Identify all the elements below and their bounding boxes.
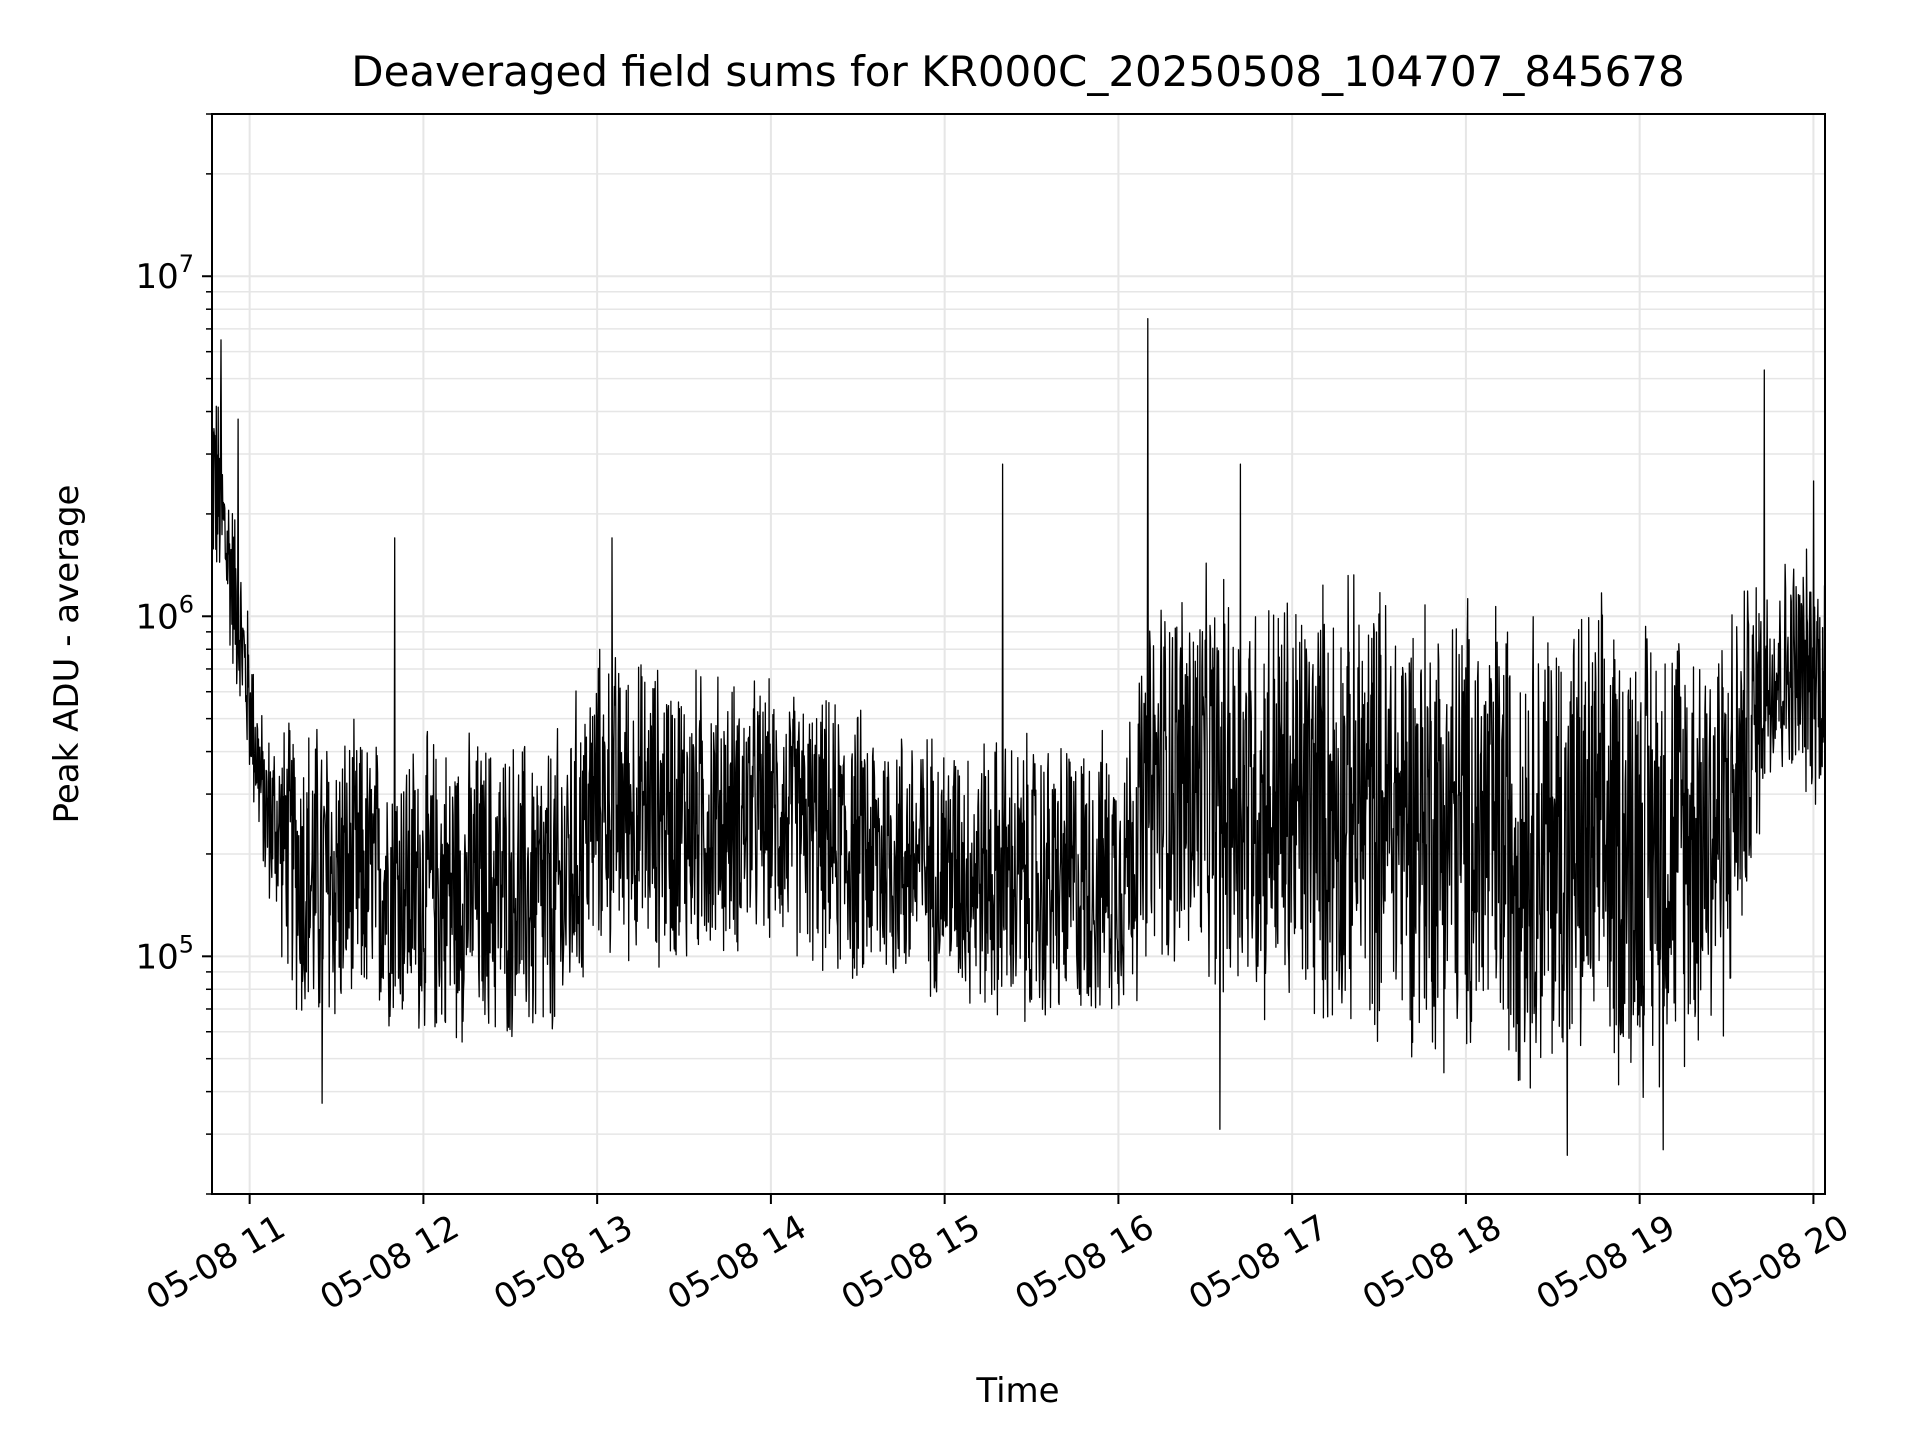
chart-title: Deaveraged field sums for KR000C_2025050… [351,47,1685,96]
x-axis-label: Time [975,1371,1059,1411]
series-peak-adu [212,318,1825,1156]
series-line [212,318,1825,1156]
y-axis-label: Peak ADU - average [47,485,87,824]
plot-frame [211,113,1826,1195]
y-axis: 105 106 107 [135,113,212,1195]
y-tick-label: 107 [135,250,194,297]
y-tick-label: 106 [135,590,194,637]
y-tick-label: 105 [135,930,194,977]
